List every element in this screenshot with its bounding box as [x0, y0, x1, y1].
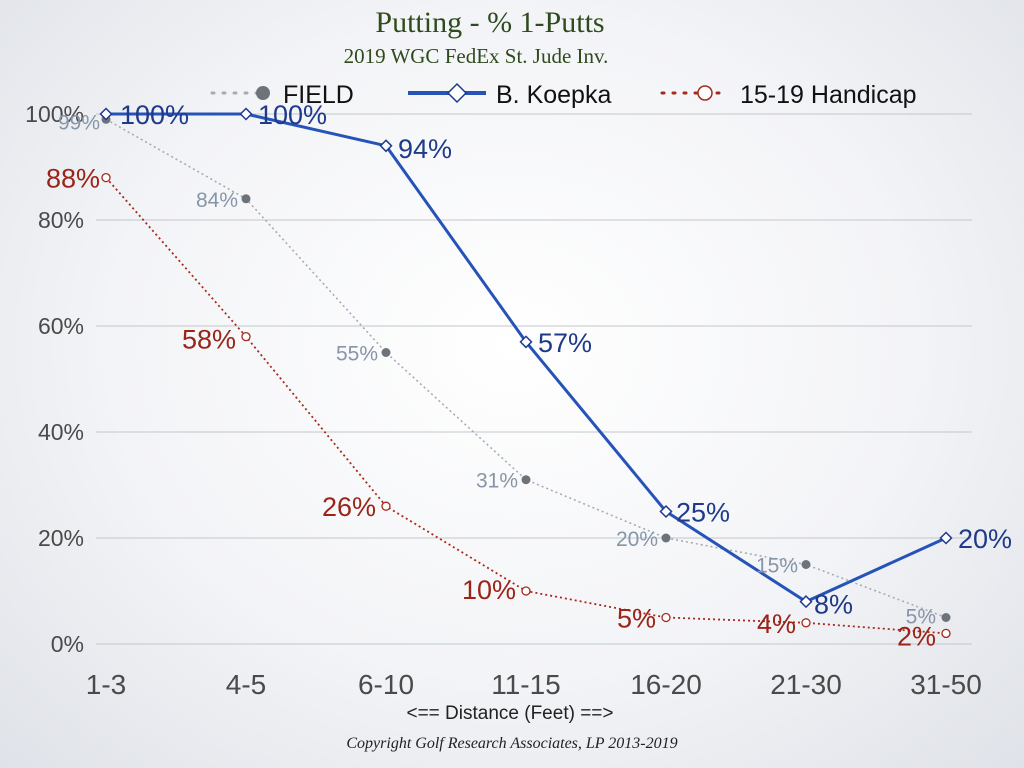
data-label-handicap: 4% [757, 609, 796, 639]
data-label-handicap: 88% [46, 164, 100, 194]
chart-title: Putting - % 1-Putts [375, 6, 604, 39]
point-field [521, 475, 531, 485]
point-field [661, 533, 671, 543]
y-tick-label: 40% [38, 419, 84, 445]
point-koepka [939, 531, 953, 545]
data-label-field: 5% [906, 606, 936, 629]
data-points [99, 107, 953, 639]
point-handicap [801, 618, 811, 628]
legend-marker-handicap [697, 85, 713, 101]
x-tick-label: 31-50 [910, 669, 982, 700]
y-axis: 0% 20% 40% 60% 80% 100% [25, 101, 84, 657]
data-label-koepka: 94% [398, 134, 452, 164]
data-label-koepka: 57% [538, 328, 592, 358]
point-handicap [241, 331, 251, 342]
data-label-field: 31% [476, 470, 518, 493]
legend-label-field: FIELD [283, 81, 354, 109]
x-axis-title: <== Distance (Feet) ==> [406, 703, 613, 724]
x-tick-label: 16-20 [630, 669, 702, 700]
data-label-koepka: 100% [120, 100, 189, 130]
data-label-handicap: 58% [182, 325, 236, 355]
data-label-field: 55% [336, 343, 378, 366]
point-field [941, 613, 951, 622]
series-line-koepka [106, 112, 947, 604]
data-label-handicap: 5% [617, 604, 656, 634]
y-tick-label: 60% [38, 313, 84, 339]
point-field [801, 560, 811, 569]
data-label-koepka: 100% [258, 100, 327, 130]
legend-item-field: FIELD [210, 81, 354, 109]
data-label-handicap: 26% [322, 492, 376, 522]
data-label-koepka: 25% [676, 498, 730, 528]
x-axis: 1-3 4-5 6-10 11-15 16-20 21-30 31-50 [86, 669, 982, 700]
point-field [381, 348, 391, 357]
data-label-koepka: 8% [814, 590, 853, 620]
data-label-handicap: 10% [462, 575, 516, 605]
point-field [241, 194, 251, 204]
legend-marker-field [256, 86, 270, 100]
data-label-field: 99% [58, 111, 100, 134]
data-label-handicap: 2% [897, 621, 936, 651]
legend-item-koepka: B. Koepka [408, 81, 611, 109]
legend-label-handicap: 15-19 Handicap [740, 81, 917, 109]
x-tick-label: 6-10 [358, 669, 414, 700]
legend-item-handicap: 15-19 Handicap [660, 81, 917, 109]
point-handicap [101, 172, 111, 183]
copyright-text: Copyright Golf Research Associates, LP 2… [346, 735, 677, 752]
gridlines [96, 113, 972, 645]
data-label-field: 20% [616, 528, 658, 551]
point-koepka [379, 139, 393, 153]
series-line-handicap [105, 177, 947, 635]
data-labels: 99% 84% 55% 31% 20% 15% 5% 100% 100% 94% 57% 25% 8% 2… [46, 100, 1012, 651]
point-handicap [521, 586, 531, 596]
legend: FIELD B. Koepka 15-19 Handicap [210, 81, 917, 109]
y-tick-label: 100% [25, 101, 84, 127]
point-koepka [239, 107, 253, 121]
data-label-field: 15% [756, 555, 798, 578]
x-tick-label: 21-30 [770, 669, 842, 700]
point-handicap [661, 612, 671, 623]
y-tick-label: 80% [38, 207, 84, 233]
point-koepka [519, 335, 533, 349]
data-label-field: 84% [196, 189, 238, 212]
point-koepka [99, 107, 113, 121]
point-koepka [799, 595, 813, 609]
legend-marker-koepka [446, 82, 468, 104]
x-tick-label: 1-3 [86, 669, 126, 700]
chart-subtitle: 2019 WGC FedEx St. Jude Inv. [344, 44, 609, 68]
y-tick-label: 20% [38, 525, 84, 551]
data-label-koepka: 20% [958, 524, 1012, 554]
point-handicap [381, 501, 391, 511]
legend-label-koepka: B. Koepka [496, 81, 611, 109]
point-koepka [659, 504, 673, 519]
y-tick-label: 0% [51, 631, 84, 657]
x-tick-label: 4-5 [226, 669, 266, 700]
point-handicap [941, 628, 951, 639]
x-tick-label: 11-15 [491, 669, 561, 700]
